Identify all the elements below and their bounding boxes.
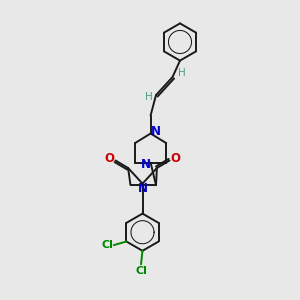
Text: O: O — [170, 152, 181, 166]
Text: Cl: Cl — [135, 266, 147, 276]
Text: H: H — [178, 68, 186, 79]
Text: O: O — [104, 152, 115, 166]
Text: N: N — [140, 158, 151, 172]
Text: Cl: Cl — [101, 240, 113, 250]
Text: H: H — [145, 92, 152, 103]
Text: N: N — [151, 124, 161, 138]
Text: N: N — [137, 182, 148, 196]
